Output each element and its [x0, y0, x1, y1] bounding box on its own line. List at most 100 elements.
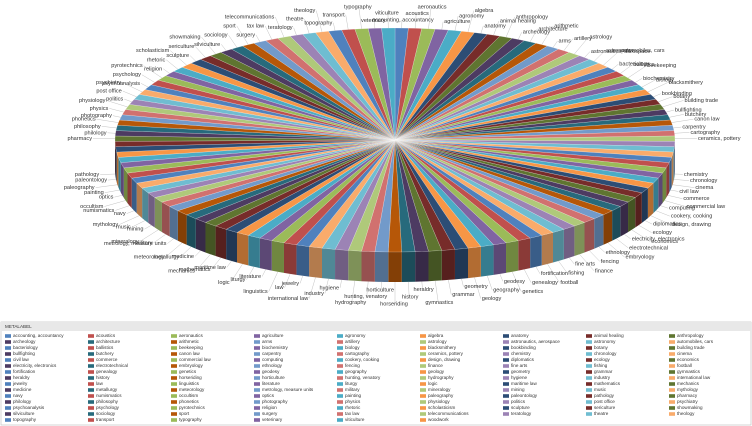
- leader-line: [541, 25, 554, 45]
- leader-line: [627, 65, 647, 79]
- legend-swatch: [503, 382, 509, 386]
- legend-label: mechanics: [677, 381, 700, 386]
- legend-swatch: [171, 418, 177, 422]
- leader-line: [141, 74, 155, 83]
- leader-line: [644, 220, 653, 225]
- legend-swatch: [669, 364, 675, 368]
- legend-swatch: [88, 370, 94, 374]
- slice-side: [205, 222, 216, 256]
- slice-label: post office: [96, 89, 121, 95]
- slice-side: [195, 218, 206, 253]
- legend-label: commercial law: [179, 357, 211, 362]
- legend-label: cookery, cooking: [345, 357, 380, 362]
- leader-line: [512, 271, 522, 292]
- legend-label: industry: [594, 375, 611, 380]
- legend-swatch: [5, 364, 11, 368]
- slice-label: physiology: [79, 98, 106, 104]
- slice-label: cinema: [695, 185, 714, 191]
- slice-label: literature: [239, 274, 261, 280]
- legend-swatch: [171, 388, 177, 392]
- slice-side: [635, 192, 642, 228]
- slice-label: politics: [106, 97, 123, 103]
- slice-side: [530, 235, 542, 269]
- legend-swatch: [503, 394, 509, 398]
- legend-label: logic: [428, 381, 438, 386]
- slice-label: chemistry: [684, 172, 708, 178]
- slice-label: computing: [669, 206, 695, 212]
- legend-swatch: [337, 364, 343, 368]
- legend-swatch: [254, 364, 260, 368]
- slice-label: occultism: [80, 204, 104, 210]
- legend-swatch: [420, 382, 426, 386]
- legend-label: agronomy: [345, 333, 366, 338]
- legend-swatch: [171, 334, 177, 338]
- leader-line: [131, 220, 146, 228]
- legend-swatch: [420, 340, 426, 344]
- slice-label: genetics: [522, 289, 543, 295]
- leader-line: [487, 275, 493, 290]
- legend-label: embryology: [179, 363, 203, 368]
- legend-swatch: [669, 352, 675, 356]
- legend-swatch: [586, 376, 592, 380]
- legend-label: agriculture: [262, 333, 284, 338]
- slice-label: maritime law: [194, 265, 226, 271]
- legend-swatch: [88, 412, 94, 416]
- slice-label: music: [116, 225, 131, 231]
- slice-label: commercial law: [687, 204, 727, 210]
- leader-line: [195, 46, 206, 58]
- slice-side: [120, 162, 124, 198]
- slice-label: embryology: [626, 255, 655, 261]
- legend-swatch: [337, 352, 343, 356]
- legend-swatch: [586, 400, 592, 404]
- slice-side: [612, 206, 621, 241]
- leader-line: [598, 246, 605, 253]
- slice-label: electrotechnical: [629, 245, 668, 251]
- legend-swatch: [254, 358, 260, 362]
- legend-label: gymnastics: [677, 369, 701, 374]
- leader-line: [153, 234, 166, 244]
- leader-line: [612, 64, 619, 70]
- legend-label: geology: [428, 369, 445, 374]
- slice-label: psychiatry: [96, 80, 121, 86]
- legend-swatch: [5, 418, 11, 422]
- legend-label: bookbinding: [511, 345, 536, 350]
- slice-label: mineralogy: [111, 239, 139, 245]
- slice-label: paleontology: [75, 178, 107, 184]
- slice-label: fishing: [568, 271, 584, 277]
- slice-side: [116, 152, 119, 188]
- leader-line: [524, 269, 532, 283]
- slice-label: theology: [294, 8, 315, 14]
- slice-label: meteorology: [134, 255, 165, 261]
- leader-line: [607, 242, 625, 258]
- slice-label: ethnology: [606, 250, 630, 256]
- slice-label: viticulture: [375, 11, 399, 17]
- legend-swatch: [254, 346, 260, 350]
- legend-swatch: [5, 358, 11, 362]
- legend-label: theatre: [594, 411, 609, 416]
- legend-label: accounting, accountancy: [13, 333, 64, 338]
- slice-label: horticulture: [366, 287, 394, 293]
- legend-swatch: [171, 364, 177, 368]
- legend-swatch: [503, 400, 509, 404]
- leader-line: [126, 210, 135, 214]
- slice-side: [603, 210, 613, 245]
- legend-swatch: [503, 358, 509, 362]
- slice-side: [271, 240, 284, 273]
- leader-line: [666, 109, 674, 113]
- legend-swatch: [669, 340, 675, 344]
- slice-label: bookbinding: [662, 91, 692, 97]
- leader-line: [333, 22, 336, 31]
- leader-line: [660, 205, 669, 209]
- legend-swatch: [88, 406, 94, 410]
- slice-label: liturgy: [231, 277, 246, 283]
- slice-label: biochemistry: [643, 76, 675, 82]
- legend-label: philology: [13, 399, 32, 404]
- legend-label: typography: [179, 417, 202, 422]
- legend-swatch: [88, 376, 94, 380]
- leader-line: [246, 266, 255, 280]
- slice-label: rhetoric: [147, 57, 166, 63]
- leader-line: [265, 25, 272, 40]
- legend-label: genetics: [179, 369, 197, 374]
- legend-label: silviculture: [13, 411, 35, 416]
- legend-swatch: [88, 352, 94, 356]
